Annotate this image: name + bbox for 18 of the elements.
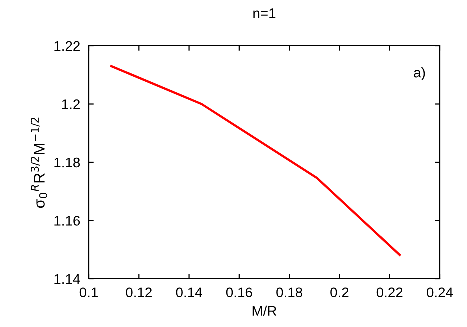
x-tick-label: 0.24: [427, 288, 454, 298]
x-tick-label: 0.14: [176, 288, 202, 298]
y-tick-label: 1.18: [54, 158, 80, 168]
x-tick-label: 0.2: [330, 288, 349, 298]
y-tick-label: 1.14: [54, 274, 80, 284]
x-tick-label: 0.12: [126, 288, 152, 298]
annotation: a): [414, 67, 426, 80]
y-tick-label: 1.22: [54, 41, 80, 52]
x-tick-label: 0.22: [376, 288, 403, 298]
line-series: [110, 65, 401, 256]
y-tick-label: 1.16: [54, 216, 80, 226]
x-tick-label: 0.16: [226, 288, 252, 298]
y-tick-label: 1.2: [62, 100, 80, 110]
x-axis-title: M/R: [252, 306, 277, 316]
y-axis-title: σ$_{0}$$^{R}$R$^{3/2}$M$^{−1/2}$: [31, 118, 48, 208]
x-tick-label: 0.18: [276, 288, 302, 298]
chart-title: n=1: [254, 8, 276, 18]
x-tick-label: 0.1: [80, 288, 98, 298]
